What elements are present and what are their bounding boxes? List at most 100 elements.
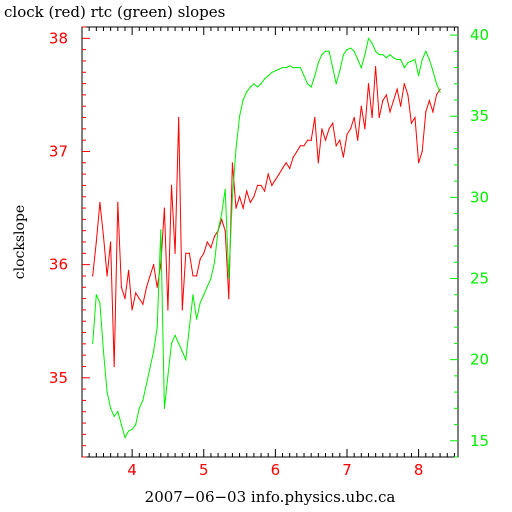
clock-slope-point — [396, 88, 398, 90]
clock-slope-point — [378, 116, 380, 119]
clock-slope-point — [317, 162, 319, 164]
clock-slope-point — [410, 122, 412, 124]
clock-slope-point — [281, 167, 284, 169]
rtc-slope-point — [364, 54, 366, 56]
rtc-slope-point — [414, 58, 416, 61]
right-y-tick-label: 30 — [470, 188, 489, 206]
clock-slope-point — [110, 241, 112, 243]
clock-slope-point — [174, 252, 176, 254]
rtc-slope-point — [260, 83, 262, 85]
rtc-slope-point — [145, 383, 148, 385]
rtc-slope-point — [167, 375, 169, 377]
rtc-slope-point — [378, 54, 380, 56]
rtc-slope-point — [239, 115, 241, 117]
clock-slope-point — [299, 145, 301, 147]
clock-slope-point — [435, 94, 438, 96]
rtc-slope-point — [357, 58, 359, 61]
rtc-slope-point — [224, 188, 226, 190]
rtc-slope-point — [421, 58, 423, 61]
clock-slope-point — [428, 100, 430, 102]
rtc-slope-point — [124, 436, 126, 439]
rtc-slope-point — [410, 60, 412, 62]
clock-slope-series — [92, 66, 441, 368]
rtc-slope-point — [317, 62, 319, 64]
rtc-slope-point — [324, 50, 327, 52]
rtc-slope-point — [367, 37, 370, 40]
clock-slope-point — [418, 162, 420, 164]
clock-slope-point — [400, 105, 402, 107]
x-tick-label: 7 — [342, 461, 352, 479]
clock-slope-point — [131, 309, 133, 311]
rtc-slope-point — [163, 407, 165, 409]
clock-slope-point — [163, 207, 165, 209]
clock-slope-point — [196, 275, 198, 277]
clock-slope-point — [256, 184, 259, 186]
clock-slope-point — [335, 145, 337, 147]
rtc-slope-point — [120, 423, 122, 426]
clock-slope-point — [425, 111, 427, 113]
clock-slope-point — [142, 303, 144, 305]
rtc-slope-point — [428, 58, 430, 61]
rtc-slope-point — [92, 342, 94, 344]
chart-title: clock (red) rtc (green) slopes — [4, 3, 225, 21]
clock-slope-point — [421, 150, 423, 153]
clock-slope-point — [153, 264, 155, 266]
clock-slope-point — [414, 116, 416, 119]
clock-slope-point — [271, 184, 273, 186]
clock-slope-point — [210, 247, 212, 249]
rtc-slope-point — [281, 67, 284, 69]
clock-slope-point — [124, 298, 126, 300]
right-y-tick-label: 40 — [470, 26, 489, 44]
clock-slope-point — [120, 286, 122, 288]
rtc-slope-point — [99, 302, 101, 304]
clock-slope-point — [99, 201, 101, 203]
rtc-slope-point — [296, 67, 298, 69]
rtc-slope-point — [235, 148, 237, 150]
rtc-slope-point — [231, 196, 233, 198]
rtc-slope-point — [117, 411, 119, 413]
rtc-slope-point — [253, 83, 255, 85]
clock-slope-point — [332, 122, 334, 124]
clock-slope-point — [360, 105, 362, 107]
clock-slope-point — [350, 128, 352, 130]
rtc-slope-point — [242, 99, 244, 101]
clock-slope-point — [339, 139, 341, 141]
rtc-slope-point — [392, 57, 395, 59]
rtc-slope-point — [199, 302, 201, 304]
rtc-slope-point — [400, 58, 402, 61]
clock-slope-point — [260, 184, 262, 186]
clock-slope-point — [192, 275, 194, 277]
rtc-slope-point — [314, 75, 316, 77]
left-y-axis-ticks — [82, 26, 90, 458]
rtc-slope-point — [278, 68, 280, 70]
clock-slope-point — [228, 298, 230, 300]
x-axis-label: 2007−06−03 info.physics.ubc.ca — [145, 488, 396, 506]
clock-slope-point — [285, 162, 287, 164]
right-y-axis-ticks — [450, 34, 458, 458]
clock-slope-point — [403, 83, 405, 85]
clock-slope-point — [314, 116, 316, 119]
rtc-slope-point — [303, 75, 305, 77]
rtc-slope-point — [274, 70, 276, 72]
rtc-slope-point — [192, 294, 194, 296]
clock-slope-point — [170, 184, 173, 186]
right-y-axis-tick-labels: 15 20 25 30 35 40 — [470, 26, 489, 450]
clock-slope-point — [310, 139, 312, 141]
rtc-slope-point — [375, 50, 377, 52]
rtc-slope-point — [299, 67, 301, 69]
left-y-tick-label: 38 — [49, 29, 68, 47]
rtc-slope-point — [106, 391, 108, 393]
rtc-slope-point — [217, 229, 219, 231]
clock-slope-point — [303, 145, 305, 147]
right-y-tick-label: 15 — [470, 432, 489, 450]
rtc-slope-point — [181, 350, 183, 353]
rtc-slope-point — [188, 326, 190, 328]
clock-slope-point — [246, 190, 248, 192]
rtc-slope-line — [92, 37, 441, 439]
rtc-slope-point — [339, 70, 341, 72]
clock-slope-point — [385, 94, 387, 96]
y-axis-label: clockslope — [12, 205, 28, 279]
rtc-slope-point — [203, 294, 205, 296]
clock-slope-point — [375, 66, 377, 68]
rtc-slope-point — [382, 54, 384, 56]
